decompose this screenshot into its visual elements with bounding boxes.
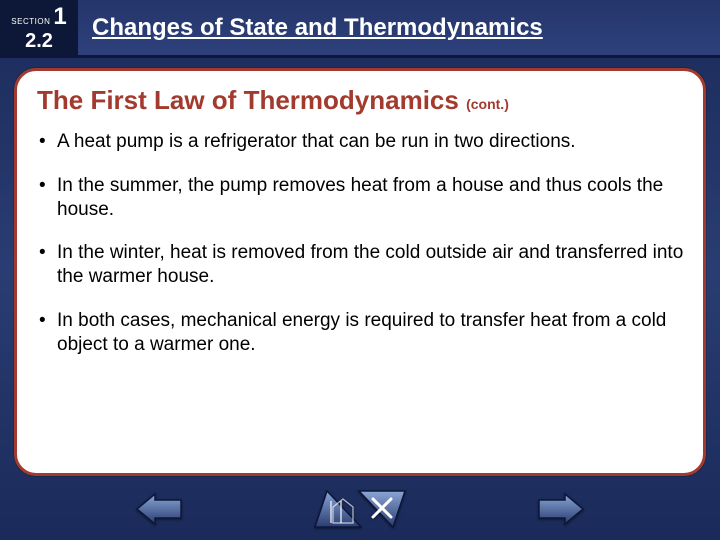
prev-button[interactable] xyxy=(135,492,183,531)
panel-heading-row: The First Law of Thermodynamics (cont.) xyxy=(37,85,695,116)
panel-continuation: (cont.) xyxy=(466,96,509,112)
content-area: The First Law of Thermodynamics (cont.) … xyxy=(0,58,720,488)
center-nav-group xyxy=(313,489,407,534)
content-panel: The First Law of Thermodynamics (cont.) … xyxy=(14,68,706,476)
title-bar: Changes of State and Thermodynamics xyxy=(78,0,720,55)
next-button[interactable] xyxy=(537,492,585,531)
slide-title: Changes of State and Thermodynamics xyxy=(92,14,543,42)
bullet-list: A heat pump is a refrigerator that can b… xyxy=(37,130,695,356)
bullet-item: In the winter, heat is removed from the … xyxy=(37,241,695,289)
bullet-item: In both cases, mechanical energy is requ… xyxy=(37,309,695,357)
close-button[interactable] xyxy=(357,489,407,534)
bullet-item: In the summer, the pump removes heat fro… xyxy=(37,174,695,222)
bullet-item: A heat pump is a refrigerator that can b… xyxy=(37,130,695,154)
section-number: 1 xyxy=(53,5,66,29)
section-box: SECTION 1 2.2 xyxy=(0,0,78,55)
slide-root: SECTION 1 2.2 Changes of State and Therm… xyxy=(0,0,720,540)
section-top-row: SECTION 1 xyxy=(11,5,66,29)
section-subnumber: 2.2 xyxy=(25,31,53,51)
next-arrow-icon xyxy=(537,492,585,526)
slide-header: SECTION 1 2.2 Changes of State and Therm… xyxy=(0,0,720,58)
home-button[interactable] xyxy=(313,489,363,534)
prev-arrow-icon xyxy=(135,492,183,526)
panel-heading: The First Law of Thermodynamics xyxy=(37,85,459,115)
section-label: SECTION xyxy=(11,18,50,26)
nav-footer xyxy=(0,488,720,540)
home-nav-icon xyxy=(313,489,363,529)
close-nav-icon xyxy=(357,489,407,529)
